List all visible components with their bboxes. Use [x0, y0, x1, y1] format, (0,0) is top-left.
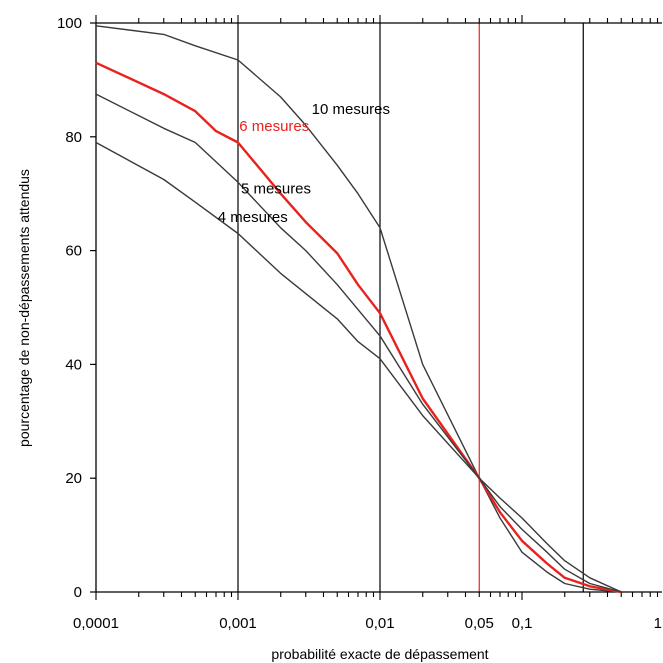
reference-lines: [237, 23, 584, 592]
series-label: 6 mesures: [239, 118, 309, 135]
axes: [90, 15, 662, 600]
x-tick-label: 0,001: [219, 615, 257, 632]
series-line-6-mesures: [95, 61, 622, 594]
y-tick-label: 100: [57, 15, 82, 32]
y-tick-label: 60: [65, 243, 82, 260]
series-line-5-mesures: [95, 93, 622, 593]
series-label: 10 mesures: [312, 101, 390, 118]
x-tick-label: 1: [654, 615, 662, 632]
series-label: 5 mesures: [241, 181, 311, 198]
tick-labels: 0 20 40 60 80 100 0,0001 0,001 0,01 0,05 0,1 1: [57, 15, 662, 632]
y-axis-title: pourcentage de non-dépassements attendus: [16, 169, 32, 447]
series-lines: [95, 25, 622, 594]
series-line-4-mesures: [95, 141, 622, 593]
x-tick-label: 0,05: [465, 615, 494, 632]
x-tick-label: 0,01: [365, 615, 394, 632]
y-tick-label: 80: [65, 129, 82, 146]
y-tick-label: 20: [65, 470, 82, 487]
x-axis-title: probabilité exacte de dépassement: [271, 646, 488, 662]
series-line-10-mesures: [95, 25, 622, 593]
x-tick-label: 0,1: [512, 615, 533, 632]
y-tick-label: 0: [74, 584, 82, 601]
series-label: 4 mesures: [218, 209, 288, 226]
y-tick-label: 40: [65, 356, 82, 373]
x-tick-label: 0,0001: [73, 615, 119, 632]
